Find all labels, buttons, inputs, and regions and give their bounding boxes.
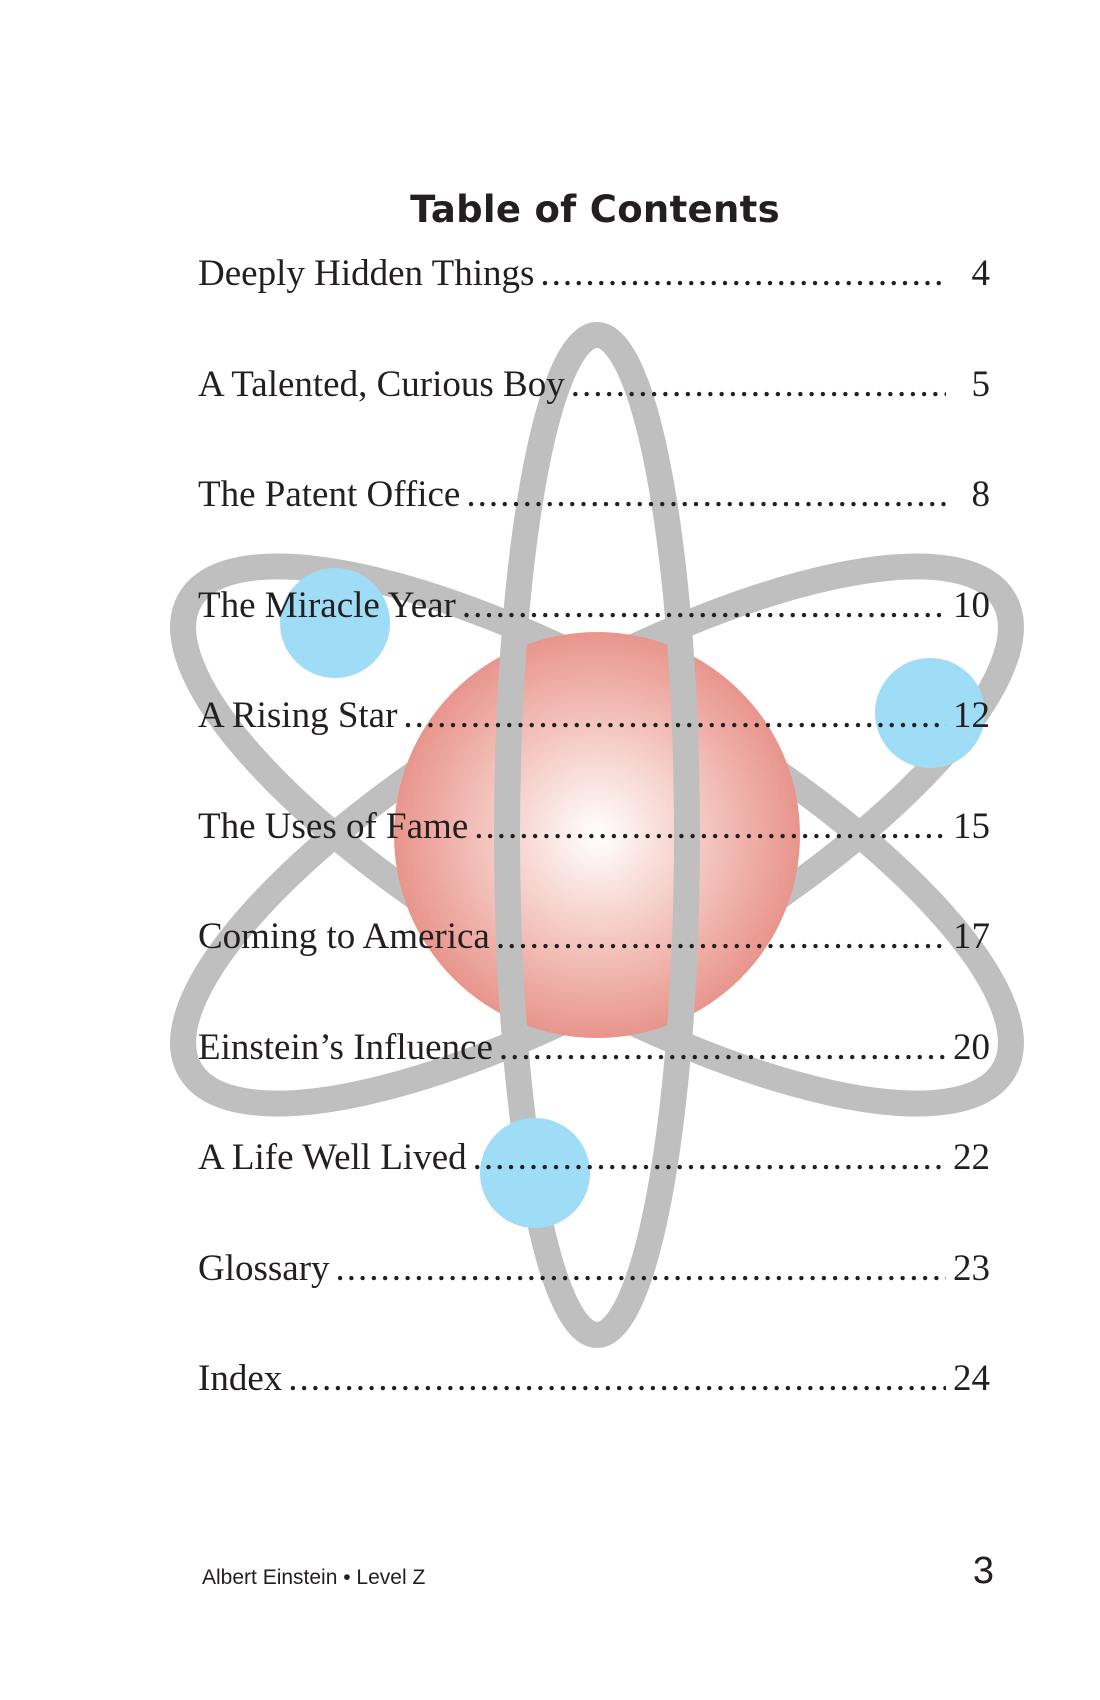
toc-entry-title: A Talented, Curious Boy: [198, 363, 565, 405]
toc-entry-title: Index: [198, 1358, 283, 1399]
dot-leader: [540, 250, 946, 298]
toc-entry-title: The Miracle Year: [198, 584, 456, 626]
toc-entry[interactable]: The Uses of Fame 15: [198, 803, 990, 914]
toc-entry-page: 10: [953, 584, 990, 626]
dot-leader: [403, 692, 946, 740]
toc-entry[interactable]: A Rising Star 12: [198, 692, 990, 803]
dot-leader: [571, 361, 946, 409]
toc-entry-page: 4: [971, 253, 991, 294]
toc-entry[interactable]: Coming to America 17: [198, 913, 990, 1024]
toc-entry[interactable]: The Miracle Year 10: [198, 582, 990, 693]
toc-entry-title: Einstein’s Influence: [198, 1026, 493, 1068]
toc-entry-page: 20: [953, 1026, 990, 1068]
footer-book-title: Albert Einstein • Level Z: [202, 1566, 426, 1589]
toc-entry-page: 15: [953, 805, 990, 847]
toc-entry[interactable]: The Patent Office 8: [198, 471, 990, 582]
toc-entry-page: 22: [953, 1137, 990, 1178]
toc-entry-page: 8: [971, 474, 991, 515]
toc-entry[interactable]: A Talented, Curious Boy 5: [198, 361, 990, 472]
dot-leader: [496, 913, 946, 961]
toc-entry-page: 5: [971, 363, 991, 405]
toc-entry-page: 17: [953, 916, 990, 957]
footer-page-number: 3: [972, 1550, 994, 1592]
toc-entry-page: 23: [953, 1247, 990, 1289]
dot-leader: [473, 1134, 946, 1182]
toc-entry-title: Deeply Hidden Things: [198, 253, 535, 294]
toc-entry[interactable]: Index 24: [198, 1355, 990, 1466]
dot-leader: [474, 803, 946, 851]
toc-entry-title: The Uses of Fame: [198, 805, 469, 847]
toc-entry[interactable]: A Life Well Lived 22: [198, 1134, 990, 1245]
dot-leader: [462, 582, 946, 630]
dot-leader: [466, 471, 946, 519]
toc-entry-title: Coming to America: [198, 916, 490, 957]
toc-entry-title: A Rising Star: [198, 695, 398, 736]
dot-leader: [499, 1024, 946, 1072]
toc-entry-title: The Patent Office: [198, 474, 461, 515]
dot-leader: [288, 1355, 946, 1403]
toc-entry-title: A Life Well Lived: [198, 1137, 467, 1178]
toc-entry[interactable]: Einstein’s Influence 20: [198, 1024, 990, 1135]
page-title: Table of Contents: [410, 188, 780, 231]
dot-leader: [336, 1245, 946, 1293]
toc-entry[interactable]: Deeply Hidden Things 4: [198, 250, 990, 361]
toc-entry-page: 12: [953, 695, 990, 736]
toc-entry[interactable]: Glossary 23: [198, 1245, 990, 1356]
table-of-contents: Deeply Hidden Things 4 A Talented, Curio…: [198, 250, 990, 1466]
toc-entry-title: Glossary: [198, 1247, 330, 1289]
toc-entry-page: 24: [953, 1358, 990, 1399]
